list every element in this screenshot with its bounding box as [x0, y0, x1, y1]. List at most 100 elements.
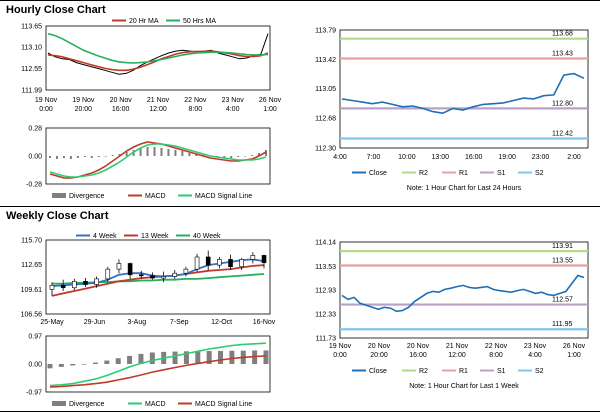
divergence-bar [218, 351, 224, 364]
divergence-bar [83, 156, 86, 157]
y-tick-label: 114.14 [315, 240, 336, 247]
x-tick-label: 16:00 [112, 106, 130, 113]
legend-label: S2 [535, 170, 544, 177]
legend-label: Divergence [69, 193, 105, 200]
y-tick-label: 109.61 [21, 287, 43, 294]
divergence-bar [237, 156, 240, 157]
candle-body [127, 263, 133, 276]
x-tick-label: 20 Nov [368, 343, 391, 350]
divergence-bar [206, 351, 212, 364]
x-tick-label: 8:00 [489, 352, 503, 359]
level-label-r2: 113.68 [552, 31, 573, 38]
y-tick-label: 115.70 [21, 238, 42, 245]
legend-label: MACD Signal Line [195, 401, 252, 408]
y-tick-label: 0.28 [28, 126, 42, 133]
x-tick-label: 3-Aug [127, 319, 146, 326]
y-tick-label: 0.00 [28, 362, 42, 369]
x-tick-label: 20:00 [370, 352, 388, 359]
divergence-bar [230, 156, 233, 158]
divergence-bar [81, 364, 87, 365]
y-tick-label: 0.00 [28, 154, 42, 161]
divergence-bar [244, 156, 247, 157]
x-tick-label: 19 Nov [35, 97, 58, 104]
candle-body [194, 256, 200, 270]
level-label-s2: 111.95 [552, 321, 572, 328]
divergence-bar [195, 154, 198, 156]
legend-label: R1 [459, 170, 468, 177]
divergence-bar [153, 147, 156, 156]
candle-body [94, 278, 99, 285]
divergence-bar [49, 156, 51, 158]
x-tick-label: 0:00 [39, 106, 53, 113]
candle-body [116, 263, 122, 270]
legend-label: S2 [535, 368, 544, 375]
candle-body [150, 275, 155, 279]
x-tick-label: 22 Nov [184, 97, 207, 104]
x-tick-label: 4:00 [528, 352, 542, 359]
x-tick-label: 19:00 [498, 154, 516, 161]
y-tick-label: 113.79 [315, 28, 336, 35]
x-tick-label: 26 Nov [259, 97, 282, 104]
x-tick-label: 10:00 [398, 154, 416, 161]
legend-label: 20 Hr MA [129, 18, 159, 25]
divergence-bar [265, 150, 267, 156]
x-tick-label: 20:00 [75, 106, 93, 113]
divergence-bar [181, 151, 184, 156]
weekly-levels-chart: 114.14 113.53 112.93 112.33 111.73 113.91 113.… [315, 240, 589, 390]
divergence-bar [223, 156, 226, 158]
legend-label: R1 [459, 368, 468, 375]
candle-body [261, 255, 267, 263]
x-tick-label: 1:00 [263, 106, 277, 113]
divergence-bar [188, 153, 191, 156]
x-tick-label: 4:00 [226, 106, 240, 113]
x-tick-label: 19 Nov [329, 343, 352, 350]
divergence-bar [229, 350, 235, 364]
y-tick-label: 113.05 [315, 86, 336, 93]
bottom-rule [0, 411, 600, 412]
y-tick-label: 113.10 [21, 45, 42, 52]
divergence-bar [104, 360, 110, 364]
legend-swatch [52, 401, 66, 406]
candle-body [172, 272, 178, 277]
candle-body [161, 276, 166, 279]
candle-body [138, 274, 144, 277]
y-tick-label: 111.73 [316, 336, 336, 343]
level-label-r1: 113.43 [552, 51, 573, 58]
level-label-s1: 112.80 [552, 100, 573, 107]
divergence-bar [138, 353, 144, 364]
series-line-macd [49, 342, 267, 387]
legend-label: R2 [419, 170, 428, 177]
x-tick-label: 7-Sep [170, 319, 189, 326]
divergence-bar [76, 156, 79, 158]
legend-label: 4 Week [93, 233, 117, 240]
divergence-bar [70, 364, 76, 366]
divergence-bar [251, 155, 254, 156]
y-tick-label: 113.53 [315, 264, 336, 271]
legend-swatch [52, 193, 66, 198]
y-tick-label: 112.33 [315, 312, 336, 319]
divergence-bar [127, 355, 133, 364]
chart-note: Note: 1 Hour Chart for Last 1 Week [409, 383, 519, 390]
legend-label: Close [369, 170, 387, 177]
x-tick-label: 21 Nov [147, 97, 170, 104]
x-tick-label: 1:00 [567, 352, 581, 359]
divergence-bar [167, 149, 170, 156]
x-tick-label: 16:00 [409, 352, 427, 359]
divergence-bar [55, 156, 58, 159]
x-tick-label: 26 Nov [563, 343, 586, 350]
top-rule [0, 0, 600, 1]
divergence-bar [183, 351, 189, 364]
x-tick-label: 16-Nov [253, 319, 276, 326]
plot-frame [45, 335, 271, 393]
legend-label: 13 Week [141, 233, 169, 240]
x-tick-label: 16:00 [465, 154, 483, 161]
legend-label: 50 Hrs MA [183, 18, 216, 25]
divergence-bar [149, 352, 155, 364]
x-tick-label: 20 Nov [110, 97, 133, 104]
hourly-levels-chart: 113.79 113.42 113.05 112.68 112.30 113.68 113.… [315, 28, 589, 192]
series-line-macd-signal-line [49, 143, 267, 178]
x-tick-label: 8:00 [189, 106, 203, 113]
x-tick-label: 21 Nov [446, 343, 469, 350]
candle-body [217, 259, 222, 266]
candle-body [83, 280, 88, 285]
